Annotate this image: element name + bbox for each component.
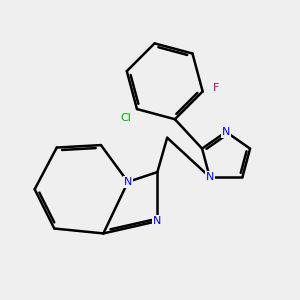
- Text: F: F: [213, 82, 220, 92]
- Text: N: N: [153, 216, 161, 226]
- Text: N: N: [206, 172, 214, 182]
- Text: N: N: [222, 127, 230, 137]
- Text: Cl: Cl: [121, 113, 132, 123]
- Text: N: N: [124, 177, 132, 187]
